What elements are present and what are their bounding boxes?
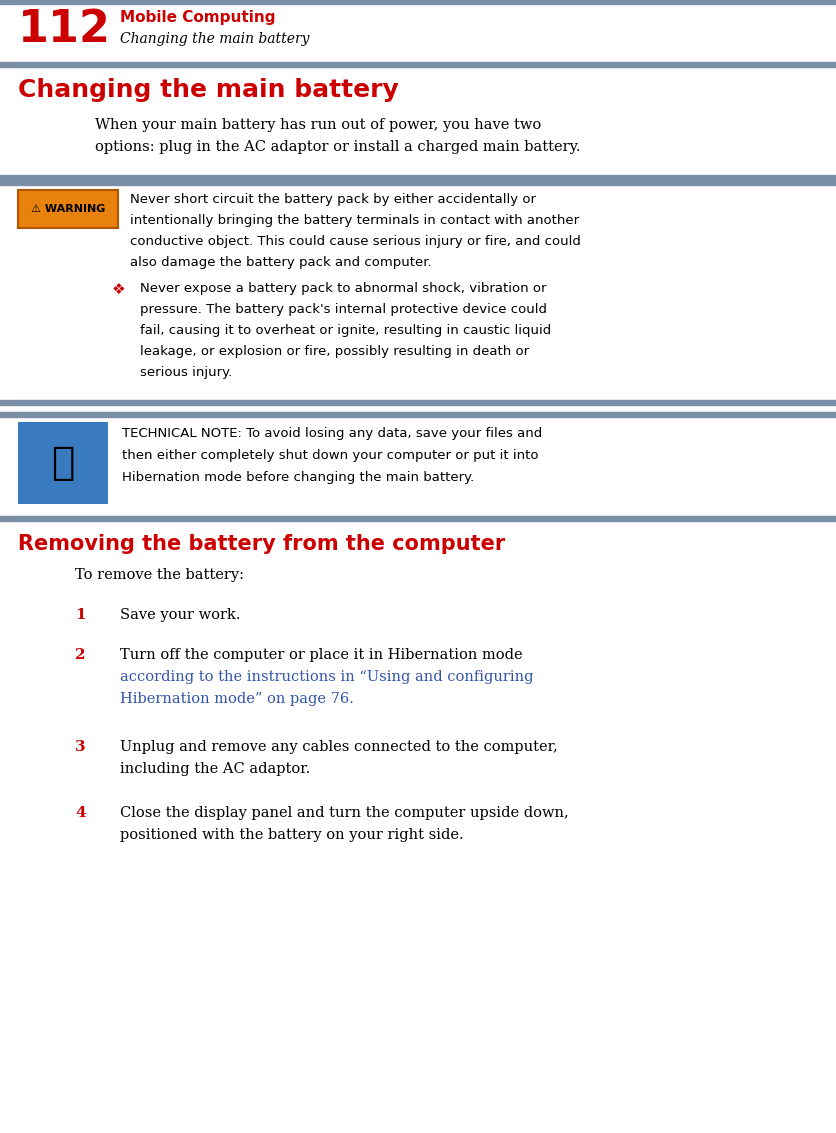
- Text: leakage, or explosion or fire, possibly resulting in death or: leakage, or explosion or fire, possibly …: [140, 346, 528, 358]
- Bar: [18, 190, 118, 228]
- Text: Removing the battery from the computer: Removing the battery from the computer: [18, 534, 505, 554]
- Text: Unplug and remove any cables connected to the computer,: Unplug and remove any cables connected t…: [120, 740, 557, 753]
- Text: according to the instructions in “Using and configuring: according to the instructions in “Using …: [120, 670, 533, 684]
- Text: fail, causing it to overheat or ignite, resulting in caustic liquid: fail, causing it to overheat or ignite, …: [140, 324, 551, 337]
- Bar: [0, 516, 836, 521]
- Text: 2: 2: [75, 648, 85, 662]
- Bar: [0, 0, 836, 5]
- Text: intentionally bringing the battery terminals in contact with another: intentionally bringing the battery termi…: [130, 214, 579, 227]
- Bar: [0, 180, 836, 185]
- Text: To remove the battery:: To remove the battery:: [75, 568, 244, 582]
- Text: ⚠ WARNING: ⚠ WARNING: [31, 204, 105, 214]
- Text: serious injury.: serious injury.: [140, 366, 232, 380]
- Text: 1: 1: [75, 608, 85, 622]
- Text: Mobile Computing: Mobile Computing: [120, 10, 275, 25]
- Text: 🔧: 🔧: [51, 444, 74, 482]
- Text: 4: 4: [75, 806, 85, 820]
- Text: TECHNICAL NOTE: To avoid losing any data, save your files and: TECHNICAL NOTE: To avoid losing any data…: [122, 427, 542, 440]
- Text: positioned with the battery on your right side.: positioned with the battery on your righ…: [120, 828, 463, 842]
- Text: Never short circuit the battery pack by either accidentally or: Never short circuit the battery pack by …: [130, 193, 535, 206]
- Text: including the AC adaptor.: including the AC adaptor.: [120, 763, 310, 776]
- Text: also damage the battery pack and computer.: also damage the battery pack and compute…: [130, 256, 431, 269]
- Bar: [18, 421, 108, 504]
- Text: Changing the main battery: Changing the main battery: [18, 78, 398, 102]
- Text: 112: 112: [18, 8, 111, 51]
- Text: Close the display panel and turn the computer upside down,: Close the display panel and turn the com…: [120, 806, 568, 820]
- Bar: [0, 400, 836, 404]
- Text: 3: 3: [75, 740, 85, 753]
- Text: Hibernation mode” on page 76.: Hibernation mode” on page 76.: [120, 692, 354, 706]
- Bar: [0, 174, 836, 180]
- Text: When your main battery has run out of power, you have two: When your main battery has run out of po…: [95, 118, 541, 133]
- Text: ❖: ❖: [112, 282, 125, 297]
- Text: then either completely shut down your computer or put it into: then either completely shut down your co…: [122, 449, 538, 462]
- Text: Never expose a battery pack to abnormal shock, vibration or: Never expose a battery pack to abnormal …: [140, 282, 546, 295]
- Text: Hibernation mode before changing the main battery.: Hibernation mode before changing the mai…: [122, 471, 474, 484]
- Text: Changing the main battery: Changing the main battery: [120, 32, 309, 46]
- Text: conductive object. This could cause serious injury or fire, and could: conductive object. This could cause seri…: [130, 235, 580, 248]
- Text: Turn off the computer or place it in Hibernation mode: Turn off the computer or place it in Hib…: [120, 648, 522, 662]
- Bar: [0, 62, 836, 67]
- Text: Save your work.: Save your work.: [120, 608, 240, 622]
- Text: pressure. The battery pack's internal protective device could: pressure. The battery pack's internal pr…: [140, 303, 547, 316]
- Bar: [0, 412, 836, 417]
- Text: options: plug in the AC adaptor or install a charged main battery.: options: plug in the AC adaptor or insta…: [95, 140, 580, 154]
